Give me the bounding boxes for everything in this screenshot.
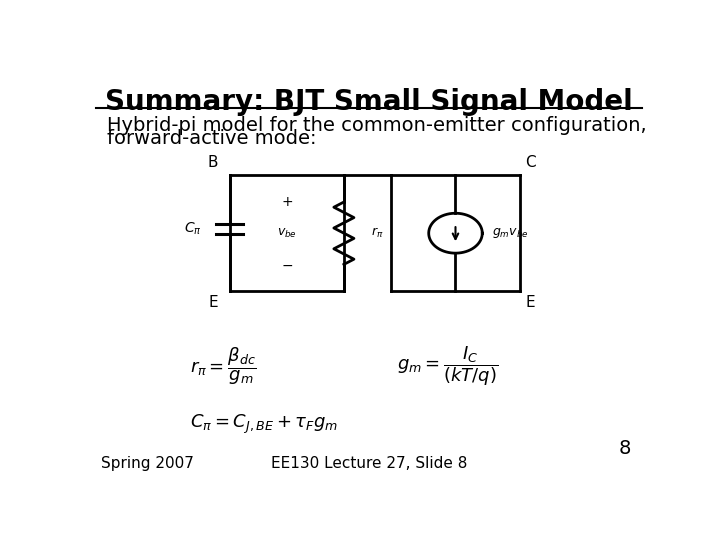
Text: $C_{\pi} = C_{J,BE} + \tau_F g_m$: $C_{\pi} = C_{J,BE} + \tau_F g_m$ (190, 413, 338, 436)
Text: $C_{\pi}$: $C_{\pi}$ (184, 221, 202, 237)
Text: Spring 2007: Spring 2007 (101, 456, 194, 471)
Text: forward-active mode:: forward-active mode: (107, 129, 316, 149)
Text: $g_m = \dfrac{I_C}{(kT/q)}$: $g_m = \dfrac{I_C}{(kT/q)}$ (397, 345, 498, 388)
Text: B: B (208, 155, 218, 170)
Text: $-$: $-$ (281, 258, 293, 272)
Text: Summary: BJT Small Signal Model: Summary: BJT Small Signal Model (105, 87, 633, 116)
Text: EE130 Lecture 27, Slide 8: EE130 Lecture 27, Slide 8 (271, 456, 467, 471)
Text: $v_{be}$: $v_{be}$ (276, 227, 297, 240)
Text: $r_{\pi} = \dfrac{\beta_{dc}}{g_m}$: $r_{\pi} = \dfrac{\beta_{dc}}{g_m}$ (190, 346, 257, 387)
Text: 8: 8 (619, 438, 631, 458)
Text: Hybrid-pi model for the common-emitter configuration,: Hybrid-pi model for the common-emitter c… (107, 116, 647, 134)
Text: C: C (526, 155, 536, 170)
Text: E: E (526, 295, 535, 310)
Text: $+$: $+$ (281, 195, 293, 209)
Text: $g_m v_{be}$: $g_m v_{be}$ (492, 226, 528, 240)
Text: $r_{\pi}$: $r_{\pi}$ (371, 226, 383, 240)
Text: E: E (209, 295, 218, 310)
